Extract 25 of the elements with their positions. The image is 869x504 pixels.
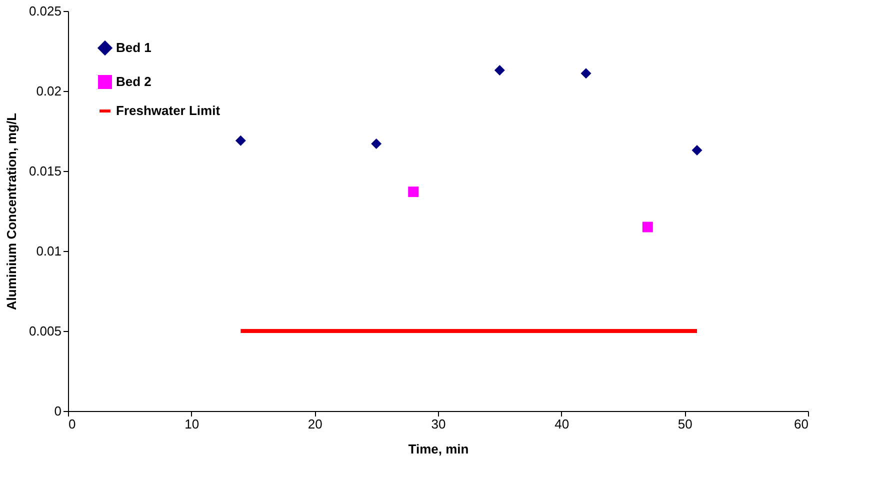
point bbox=[642, 222, 653, 232]
x-tick-label: 0 bbox=[68, 416, 76, 432]
point bbox=[371, 138, 382, 150]
y-tick-label: 0.025 bbox=[28, 4, 62, 18]
legend-label: Bed 1 bbox=[116, 40, 152, 55]
y-tick-label: 0.005 bbox=[28, 324, 62, 338]
x-axis-title: Time, min bbox=[408, 442, 469, 456]
x-tick-label: 20 bbox=[308, 416, 322, 432]
x-tick-label: 50 bbox=[678, 416, 692, 432]
point bbox=[580, 68, 592, 79]
y-tick-label: 0.02 bbox=[36, 84, 62, 98]
point bbox=[692, 144, 702, 156]
x-tick-label: 10 bbox=[184, 416, 200, 432]
y-tick-label: 0.015 bbox=[28, 164, 62, 178]
point bbox=[494, 64, 505, 76]
legend-label: Freshwater Limit bbox=[116, 103, 221, 118]
x-tick-label: 30 bbox=[431, 416, 446, 432]
y-axis-title: Aluminium Concentration, mg/L bbox=[4, 112, 19, 310]
x-tick-label: 60 bbox=[794, 416, 808, 432]
y-tick-label: 0.01 bbox=[36, 244, 62, 258]
point bbox=[235, 135, 246, 146]
y-tick-label: 0 bbox=[54, 404, 62, 418]
x-tick-label: 40 bbox=[554, 416, 570, 432]
legend-label: Bed 2 bbox=[116, 74, 152, 89]
point bbox=[408, 186, 419, 198]
